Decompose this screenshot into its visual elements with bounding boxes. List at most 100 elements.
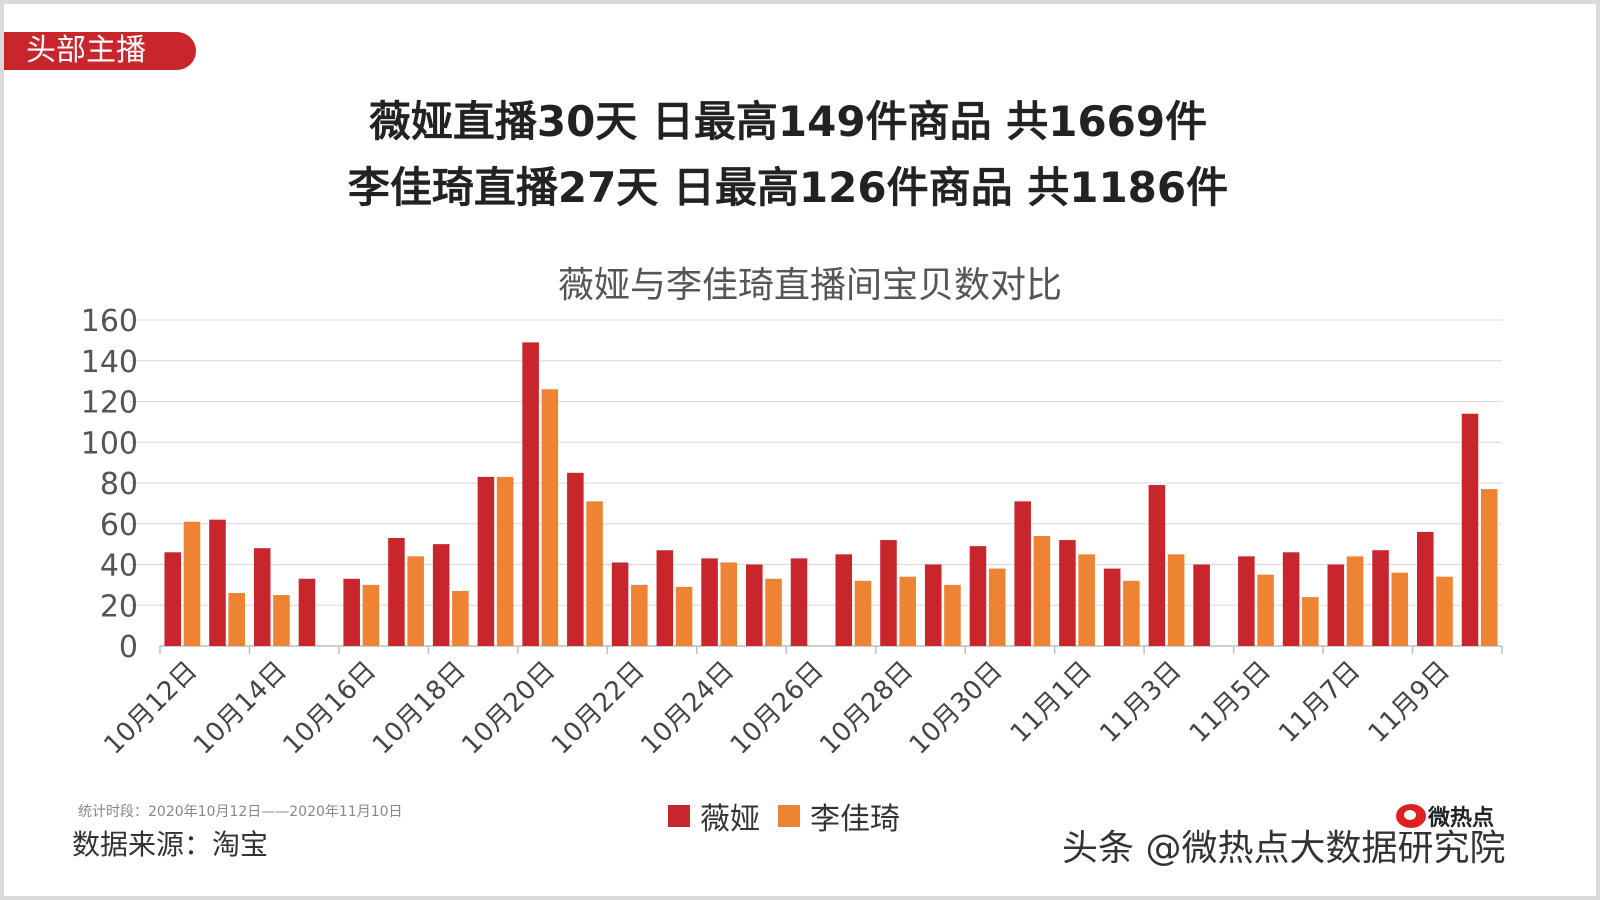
x-tick-label: 11月3日 [1094, 656, 1187, 749]
x-tick-label: 10月18日 [367, 656, 472, 761]
x-tick-label: 10月28日 [814, 656, 919, 761]
bar-lijiaqi [407, 556, 424, 646]
bar-lijiaqi [1078, 554, 1095, 646]
bar-weiya [432, 544, 450, 646]
bar-chart: 02040608010012014016010月12日10月14日10月16日1… [81, 304, 1503, 761]
chart-legend: 薇娅 李佳琦 [668, 794, 918, 838]
bar-lijiaqi [1167, 554, 1185, 646]
bar-weiya [388, 538, 405, 646]
bar-lijiaqi [765, 578, 782, 646]
bar-lijiaqi [854, 580, 872, 646]
bar-weiya [701, 558, 718, 646]
bar-weiya [656, 550, 674, 646]
bar-lijiaqi [1436, 576, 1453, 646]
x-tick-label: 10月26日 [725, 656, 830, 761]
x-tick-label: 10月12日 [99, 656, 204, 761]
stat-period: 统计时段：2020年10月12日——2020年11月10日 [78, 804, 403, 820]
x-tick-label: 10月16日 [277, 656, 382, 761]
legend-label-weiya: 薇娅 [700, 802, 760, 837]
bar-weiya [969, 546, 987, 646]
bar-lijiaqi [675, 586, 693, 646]
data-source: 数据来源：淘宝 [72, 828, 269, 861]
y-tick-label: 80 [100, 467, 138, 502]
y-tick-label: 20 [100, 589, 138, 624]
bar-weiya [1059, 540, 1076, 646]
bar-lijiaqi [631, 584, 648, 646]
legend-swatch-lijiaqi [778, 805, 800, 827]
bar-lijiaqi [273, 595, 290, 646]
x-tick-label: 10月24日 [635, 656, 740, 761]
bar-weiya [1193, 564, 1210, 646]
x-tick-label: 10月22日 [546, 656, 651, 761]
bar-lijiaqi [1123, 580, 1140, 646]
bar-weiya [746, 564, 763, 646]
bar-weiya [1148, 485, 1166, 646]
bar-weiya [880, 540, 897, 646]
bar-weiya [567, 472, 584, 646]
y-tick-label: 40 [100, 549, 138, 584]
bar-weiya [790, 558, 808, 646]
legend-swatch-weiya [668, 805, 690, 827]
bar-lijiaqi [183, 521, 201, 646]
x-tick-label: 11月7日 [1273, 656, 1366, 749]
bar-lijiaqi [496, 476, 514, 646]
bar-weiya [522, 342, 539, 646]
legend-label-lijiaqi: 李佳琦 [810, 802, 900, 837]
x-tick-label: 11月9日 [1363, 656, 1456, 749]
chart-title: 薇娅与李佳琦直播间宝贝数对比 [557, 265, 1062, 306]
y-tick-label: 140 [81, 345, 138, 380]
headline-lijiaqi: 李佳琦直播27天 日最高126件商品 共1186件 [347, 163, 1229, 212]
bar-lijiaqi [1033, 535, 1051, 646]
bar-weiya [1461, 413, 1479, 646]
bar-lijiaqi [1257, 574, 1274, 646]
headline-weiya: 薇娅直播30天 日最高149件商品 共1669件 [368, 97, 1208, 146]
weibo-eye-icon [1396, 804, 1426, 828]
bar-lijiaqi [541, 389, 559, 646]
bar-weiya [1238, 556, 1255, 646]
brand-logo: 微热点 [1396, 800, 1494, 832]
bar-lijiaqi [1346, 556, 1364, 646]
x-tick-label: 10月14日 [188, 656, 293, 761]
bar-weiya [1014, 501, 1031, 646]
bar-weiya [1282, 552, 1300, 646]
bar-lijiaqi [899, 576, 916, 646]
bar-weiya [298, 578, 316, 646]
bar-lijiaqi [1302, 597, 1319, 646]
bar-weiya [253, 548, 271, 646]
brand-name: 微热点 [1428, 806, 1495, 831]
bar-lijiaqi [586, 501, 603, 646]
bar-weiya [924, 564, 942, 646]
bar-lijiaqi [988, 568, 1006, 646]
bar-weiya [209, 519, 226, 646]
legend-item-weiya: 薇娅 [668, 794, 760, 838]
legend-item-lijiaqi: 李佳琦 [778, 794, 900, 838]
bar-lijiaqi [944, 584, 961, 646]
bar-weiya [1327, 564, 1345, 646]
bar-weiya [1417, 531, 1434, 646]
y-tick-label: 60 [100, 508, 138, 543]
bar-weiya [611, 562, 629, 646]
bar-lijiaqi [362, 584, 380, 646]
x-tick-label: 10月20日 [456, 656, 561, 761]
bar-lijiaqi [228, 593, 245, 646]
bar-weiya [1103, 568, 1121, 646]
y-tick-label: 160 [81, 304, 138, 339]
bar-lijiaqi [452, 590, 469, 646]
x-tick-label: 10月30日 [904, 656, 1009, 761]
section-tag: 头部主播 [4, 32, 196, 70]
bar-weiya [835, 554, 853, 646]
bar-lijiaqi [720, 562, 738, 646]
y-tick-label: 100 [81, 426, 138, 461]
bar-lijiaqi [1391, 572, 1409, 646]
y-tick-label: 120 [81, 386, 138, 421]
slide: 头部主播 薇娅直播30天 日最高149件商品 共1669件 李佳琦直播27天 日… [4, 4, 1596, 896]
y-tick-label: 0 [119, 630, 138, 665]
bar-weiya [164, 552, 182, 646]
bar-weiya [1372, 550, 1389, 646]
watermark: 头条 @微热点大数据研究院 [1062, 828, 1506, 869]
x-tick-label: 11月1日 [1005, 656, 1098, 749]
bar-weiya [477, 476, 495, 646]
bar-weiya [343, 578, 360, 646]
x-tick-label: 11月5日 [1184, 656, 1277, 749]
bar-lijiaqi [1480, 489, 1498, 646]
